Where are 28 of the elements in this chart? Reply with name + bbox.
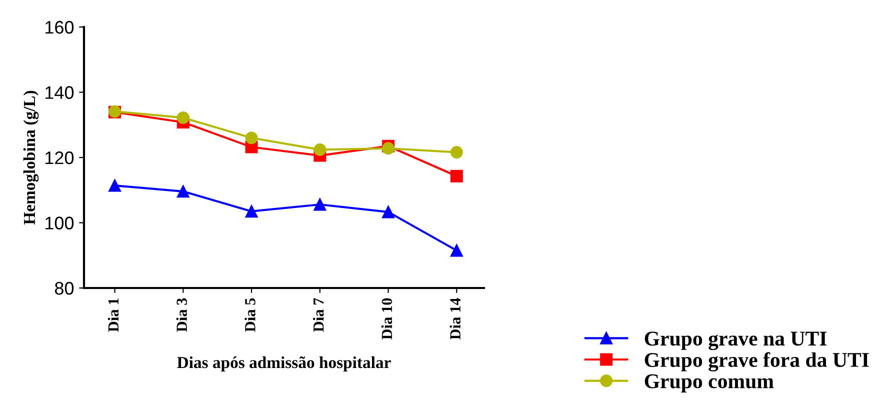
y-tick-label: 80 xyxy=(54,282,74,295)
x-tick-label: Dia 7 xyxy=(312,298,324,332)
point xyxy=(450,170,463,182)
point xyxy=(176,111,190,124)
y-tick-label: 160 xyxy=(46,20,74,34)
x-tick-label: Dia 1 xyxy=(108,298,119,332)
point xyxy=(176,185,190,198)
y-tick-label: 120 xyxy=(46,151,74,164)
x-tick-label: Dia 3 xyxy=(176,298,187,332)
y-tick-label: 140 xyxy=(46,86,74,99)
point xyxy=(108,179,122,192)
point xyxy=(314,198,326,211)
x-tick-label: Dia 14 xyxy=(450,298,460,340)
x-axis-title: Dias após admissão hospitalar xyxy=(177,356,391,372)
x-tick-label: Dia 10 xyxy=(381,298,392,340)
x-tick-label: Dia 5 xyxy=(244,298,256,332)
legend-label: Grupo grave fora da UTI xyxy=(644,352,869,372)
point xyxy=(450,244,463,257)
legend-label: Grupo comum xyxy=(644,374,774,392)
point xyxy=(450,146,463,159)
legend-label: Grupo grave na UTI xyxy=(644,332,827,350)
y-tick-label: 100 xyxy=(46,216,74,230)
point xyxy=(245,132,258,144)
point xyxy=(382,142,395,155)
point xyxy=(245,205,258,218)
point xyxy=(382,206,395,218)
point xyxy=(314,143,326,156)
y-axis-title: Hemoglobina (g/L) xyxy=(23,90,39,225)
